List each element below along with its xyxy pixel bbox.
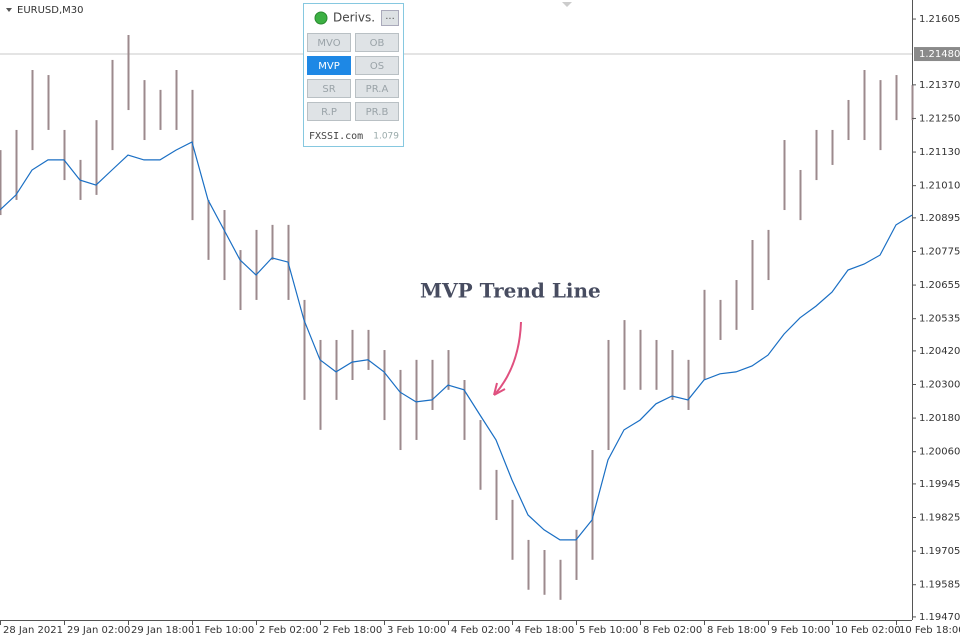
y-tick-label: 1.21605 bbox=[919, 14, 960, 25]
price-label-bg bbox=[914, 47, 960, 62]
menu-button[interactable] bbox=[381, 10, 399, 26]
panel-button-label[interactable]: OB bbox=[370, 38, 385, 49]
panel-button-label[interactable]: MVO bbox=[317, 38, 340, 49]
panel-button-label[interactable]: MVP bbox=[318, 61, 340, 72]
x-tick-label: 8 Feb 02:00 bbox=[643, 625, 702, 636]
y-tick-label: 1.19470 bbox=[919, 612, 960, 623]
y-tick-label: 1.21010 bbox=[919, 181, 960, 192]
y-tick-label: 1.20775 bbox=[919, 246, 960, 257]
x-tick-label: 5 Feb 10:00 bbox=[579, 625, 638, 636]
version: 1.079 bbox=[373, 132, 399, 142]
menu-triangle bbox=[6, 8, 12, 12]
panel-button[interactable] bbox=[355, 33, 399, 52]
status-dot bbox=[314, 11, 328, 25]
annotation-arrowhead bbox=[493, 382, 506, 396]
x-tick-label: 9 Feb 10:00 bbox=[771, 625, 830, 636]
y-tick-label: 1.20655 bbox=[919, 280, 960, 291]
x-tick-label: 29 Jan 02:00 bbox=[67, 625, 130, 636]
y-tick-label: 1.21130 bbox=[919, 147, 960, 158]
y-tick-label: 1.20420 bbox=[919, 346, 960, 357]
x-tick-label: 2 Feb 18:00 bbox=[323, 625, 382, 636]
panel-button[interactable] bbox=[307, 79, 351, 98]
panel-button[interactable] bbox=[355, 102, 399, 121]
x-tick-label: 3 Feb 10:00 bbox=[387, 625, 446, 636]
y-tick-label: 1.19585 bbox=[919, 580, 960, 591]
y-tick-label: 1.19705 bbox=[919, 546, 960, 557]
x-tick-label: 1 Feb 10:00 bbox=[195, 625, 254, 636]
panel-button[interactable] bbox=[355, 79, 399, 98]
x-tick-label: 4 Feb 18:00 bbox=[515, 625, 574, 636]
brand: FXSSI.com bbox=[309, 131, 363, 142]
x-tick-label: 4 Feb 02:00 bbox=[451, 625, 510, 636]
x-tick-label: 10 Feb 18:00 bbox=[899, 625, 960, 636]
x-tick-label: 10 Feb 02:00 bbox=[835, 625, 901, 636]
plot bbox=[0, 35, 914, 600]
x-tick-label: 8 Feb 18:00 bbox=[707, 625, 766, 636]
chart-title: EURUSD,M30 bbox=[17, 5, 83, 16]
y-tick-label: 1.21250 bbox=[919, 113, 960, 124]
x-tick-label: 28 Jan 2021 bbox=[3, 625, 63, 636]
mvp-line bbox=[0, 141, 913, 541]
panel: Derivs. ... FXSSI.com 1.079 MVO OB MVP OS SR… bbox=[303, 3, 404, 147]
panel-button-label[interactable]: R.P bbox=[321, 107, 337, 118]
panel-button-label[interactable]: OS bbox=[370, 61, 384, 72]
x-tick-label: 29 Jan 18:00 bbox=[131, 625, 194, 636]
menu-label[interactable]: ... bbox=[385, 11, 395, 22]
panel-button[interactable] bbox=[307, 33, 351, 52]
scroll-marker bbox=[562, 2, 572, 7]
panel-button[interactable] bbox=[355, 56, 399, 75]
y-tick-label: 1.20060 bbox=[919, 447, 960, 458]
panel-button-label[interactable]: PR.B bbox=[366, 107, 389, 118]
x-tick-label: 2 Feb 02:00 bbox=[259, 625, 318, 636]
annotation-arrow bbox=[495, 321, 522, 394]
panel-button[interactable] bbox=[307, 56, 351, 75]
panel-button-label[interactable]: SR bbox=[322, 84, 335, 95]
panel-button[interactable] bbox=[307, 102, 351, 121]
panel-title: Derivs. bbox=[333, 11, 375, 25]
y-tick-label: 1.20535 bbox=[919, 314, 960, 325]
y-tick-label: 1.19945 bbox=[919, 479, 960, 490]
panel-button-label[interactable]: PR.A bbox=[366, 84, 389, 95]
y-tick-label: 1.20180 bbox=[919, 413, 960, 424]
y-tick-label: 1.20300 bbox=[919, 379, 960, 390]
y-tick-label: 1.20895 bbox=[919, 213, 960, 224]
annotation: MVP Trend Line bbox=[420, 279, 601, 303]
y-tick-label: 1.19825 bbox=[919, 513, 960, 524]
y-tick-label: 1.21370 bbox=[919, 80, 960, 91]
price-label: 1.21480 bbox=[919, 49, 960, 60]
